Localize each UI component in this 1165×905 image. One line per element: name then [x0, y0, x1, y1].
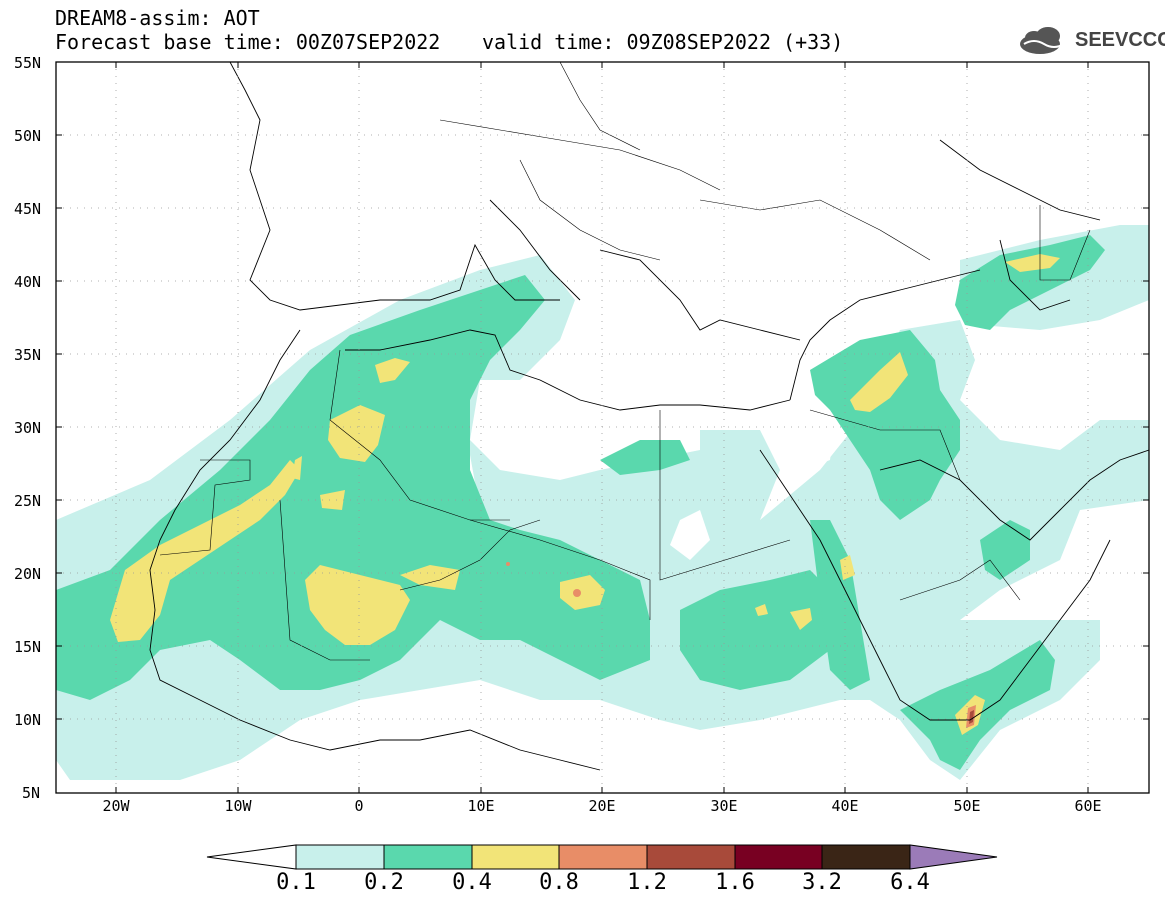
seevccc-logo: [1020, 27, 1065, 54]
lat-label: 40N: [14, 273, 42, 291]
logo-text: SEEVCCC: [1075, 29, 1165, 51]
colorbar-label: 0.1: [276, 870, 316, 895]
colorbar-bin-0.2-0.4: [383, 844, 473, 870]
lat-label: 45N: [14, 200, 42, 218]
colorbar-bin-0.8-1.2: [558, 844, 648, 870]
colorbar-label: 1.2: [627, 870, 667, 895]
lat-label: 10N: [14, 711, 42, 729]
lon-label: 50E: [953, 797, 981, 815]
colorbar-bin-0.1-0.2: [295, 844, 385, 870]
graticule: [56, 62, 1149, 793]
axis-ticks: [56, 61, 1149, 794]
lon-label: 10E: [467, 797, 495, 815]
colorbar-bin-1.6-3.2: [734, 844, 823, 870]
lon-label: 30E: [710, 797, 738, 815]
lon-label: 0: [354, 797, 364, 815]
colorbar-label: 6.4: [890, 870, 930, 895]
colorbar-bin-1.2-1.6: [646, 844, 736, 870]
lat-label: 5N: [22, 784, 41, 802]
colorbar-label: 0.8: [539, 870, 579, 895]
aot-field-0.4-0.8: [110, 254, 1060, 735]
lat-label: 55N: [14, 54, 42, 72]
lon-label: 20W: [102, 797, 130, 815]
lat-label: 20N: [14, 565, 42, 583]
lon-label: 10W: [224, 797, 252, 815]
colorbar-bin-0.4-0.8: [471, 844, 560, 870]
colorbar-upper-extend: [909, 844, 998, 870]
map-title: DREAM8-assim: AOT: [55, 6, 260, 30]
colorbar-label: 0.4: [452, 870, 492, 895]
lon-label: 40E: [831, 797, 859, 815]
colorbar-label: 0.2: [364, 870, 404, 895]
colorbar: [206, 844, 998, 870]
coastlines: [149, 62, 1149, 771]
lon-label: 60E: [1074, 797, 1102, 815]
aot-field-0.2-0.4: [56, 235, 1105, 770]
colorbar-bin-3.2-6.4: [821, 844, 911, 870]
lat-label: 35N: [14, 346, 42, 364]
valid-time: valid time: 09Z08SEP2022 (+33): [482, 30, 844, 54]
lon-label: 20E: [588, 797, 616, 815]
colorbar-label: 1.6: [715, 870, 755, 895]
lat-label: 30N: [14, 419, 42, 437]
lat-label: 15N: [14, 638, 42, 656]
lat-label: 50N: [14, 127, 42, 145]
colorbar-lower-extend: [206, 844, 297, 870]
colorbar-label: 3.2: [802, 870, 842, 895]
lat-label: 25N: [14, 492, 42, 510]
aot-field-1.2-1.6: [969, 710, 974, 724]
forecast-base-time: Forecast base time: 00Z07SEP2022: [55, 30, 441, 54]
political-borders: [159, 62, 1091, 661]
